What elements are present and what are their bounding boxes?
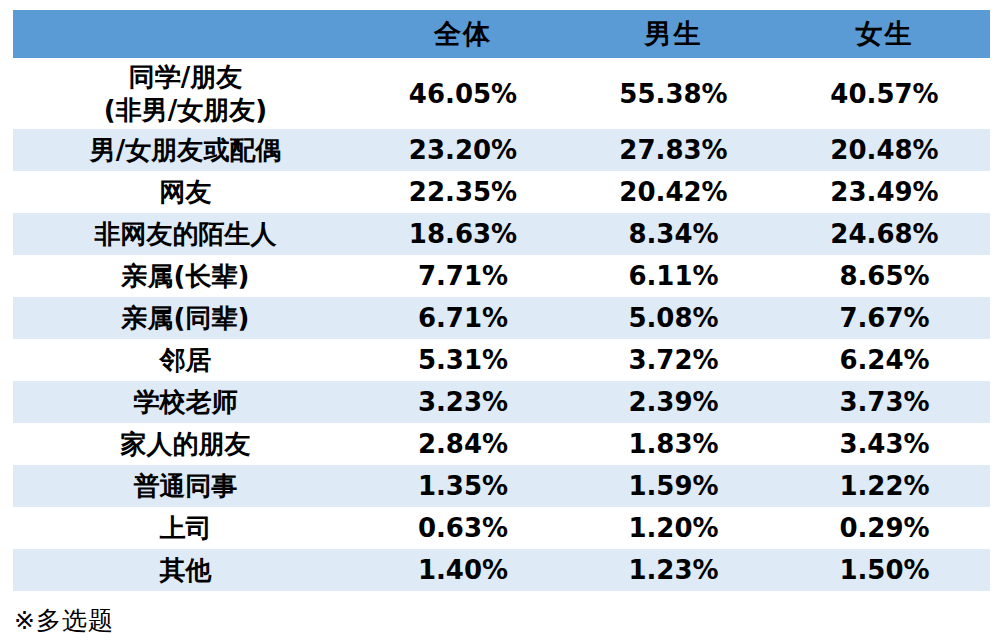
row-label: 亲属(长辈) (13, 255, 358, 297)
table-row: 其他 1.40% 1.23% 1.50% (13, 549, 990, 591)
cell-value: 3.23% (358, 381, 568, 423)
row-label-line2: (非男/女朋友) (104, 95, 267, 125)
cell-value: 6.71% (358, 297, 568, 339)
multi-select-footnote: ※多选题 (14, 604, 1000, 637)
cell-value: 1.22% (779, 465, 990, 507)
row-label: 男/女朋友或配偶 (13, 129, 358, 171)
cell-value: 1.83% (568, 423, 779, 465)
column-header-female: 女生 (779, 10, 990, 58)
cell-value: 55.38% (568, 58, 779, 129)
table-row: 上司 0.63% 1.20% 0.29% (13, 507, 990, 549)
table-row: 同学/朋友 (非男/女朋友) 46.05% 55.38% 40.57% (13, 58, 990, 129)
cell-value: 2.39% (568, 381, 779, 423)
cell-value: 5.08% (568, 297, 779, 339)
cell-value: 18.63% (358, 213, 568, 255)
row-label: 学校老师 (13, 381, 358, 423)
row-label-text: 同学/朋友 (非男/女朋友) (104, 61, 267, 127)
row-label-line1: 同学/朋友 (129, 62, 243, 92)
cell-value: 20.42% (568, 171, 779, 213)
table-row: 亲属(同辈) 6.71% 5.08% 7.67% (13, 297, 990, 339)
cell-value: 24.68% (779, 213, 990, 255)
cell-value: 22.35% (358, 171, 568, 213)
cell-value: 5.31% (358, 339, 568, 381)
cell-value: 23.20% (358, 129, 568, 171)
cell-value: 23.49% (779, 171, 990, 213)
table-row: 非网友的陌生人 18.63% 8.34% 24.68% (13, 213, 990, 255)
cell-value: 6.11% (568, 255, 779, 297)
table-row: 网友 22.35% 20.42% 23.49% (13, 171, 990, 213)
row-label: 同学/朋友 (非男/女朋友) (13, 58, 358, 129)
cell-value: 46.05% (358, 58, 568, 129)
cell-value: 1.23% (568, 549, 779, 591)
cell-value: 1.35% (358, 465, 568, 507)
cell-value: 27.83% (568, 129, 779, 171)
cell-value: 3.73% (779, 381, 990, 423)
column-header-male: 男生 (568, 10, 779, 58)
table-row: 邻居 5.31% 3.72% 6.24% (13, 339, 990, 381)
cell-value: 1.20% (568, 507, 779, 549)
cell-value: 1.40% (358, 549, 568, 591)
row-label: 亲属(同辈) (13, 297, 358, 339)
cell-value: 40.57% (779, 58, 990, 129)
cell-value: 0.63% (358, 507, 568, 549)
cell-value: 6.24% (779, 339, 990, 381)
row-label: 家人的朋友 (13, 423, 358, 465)
table-row: 男/女朋友或配偶 23.20% 27.83% 20.48% (13, 129, 990, 171)
column-header-total: 全体 (358, 10, 568, 58)
cell-value: 20.48% (779, 129, 990, 171)
corner-cell (13, 10, 358, 58)
table-row: 亲属(长辈) 7.71% 6.11% 8.65% (13, 255, 990, 297)
row-label: 其他 (13, 549, 358, 591)
cell-value: 8.65% (779, 255, 990, 297)
cell-value: 2.84% (358, 423, 568, 465)
cell-value: 7.71% (358, 255, 568, 297)
cell-value: 3.43% (779, 423, 990, 465)
table-row: 家人的朋友 2.84% 1.83% 3.43% (13, 423, 990, 465)
row-label: 上司 (13, 507, 358, 549)
table-row: 普通同事 1.35% 1.59% 1.22% (13, 465, 990, 507)
cell-value: 3.72% (568, 339, 779, 381)
cell-value: 1.50% (779, 549, 990, 591)
table-header-row: 全体 男生 女生 (13, 10, 990, 58)
row-label: 非网友的陌生人 (13, 213, 358, 255)
row-label: 邻居 (13, 339, 358, 381)
cell-value: 1.59% (568, 465, 779, 507)
cell-value: 8.34% (568, 213, 779, 255)
cell-value: 0.29% (779, 507, 990, 549)
survey-results-table: 全体 男生 女生 同学/朋友 (非男/女朋友) 46.05% 55.38% 40… (13, 10, 990, 591)
row-label: 网友 (13, 171, 358, 213)
row-label: 普通同事 (13, 465, 358, 507)
cell-value: 7.67% (779, 297, 990, 339)
table-row: 学校老师 3.23% 2.39% 3.73% (13, 381, 990, 423)
